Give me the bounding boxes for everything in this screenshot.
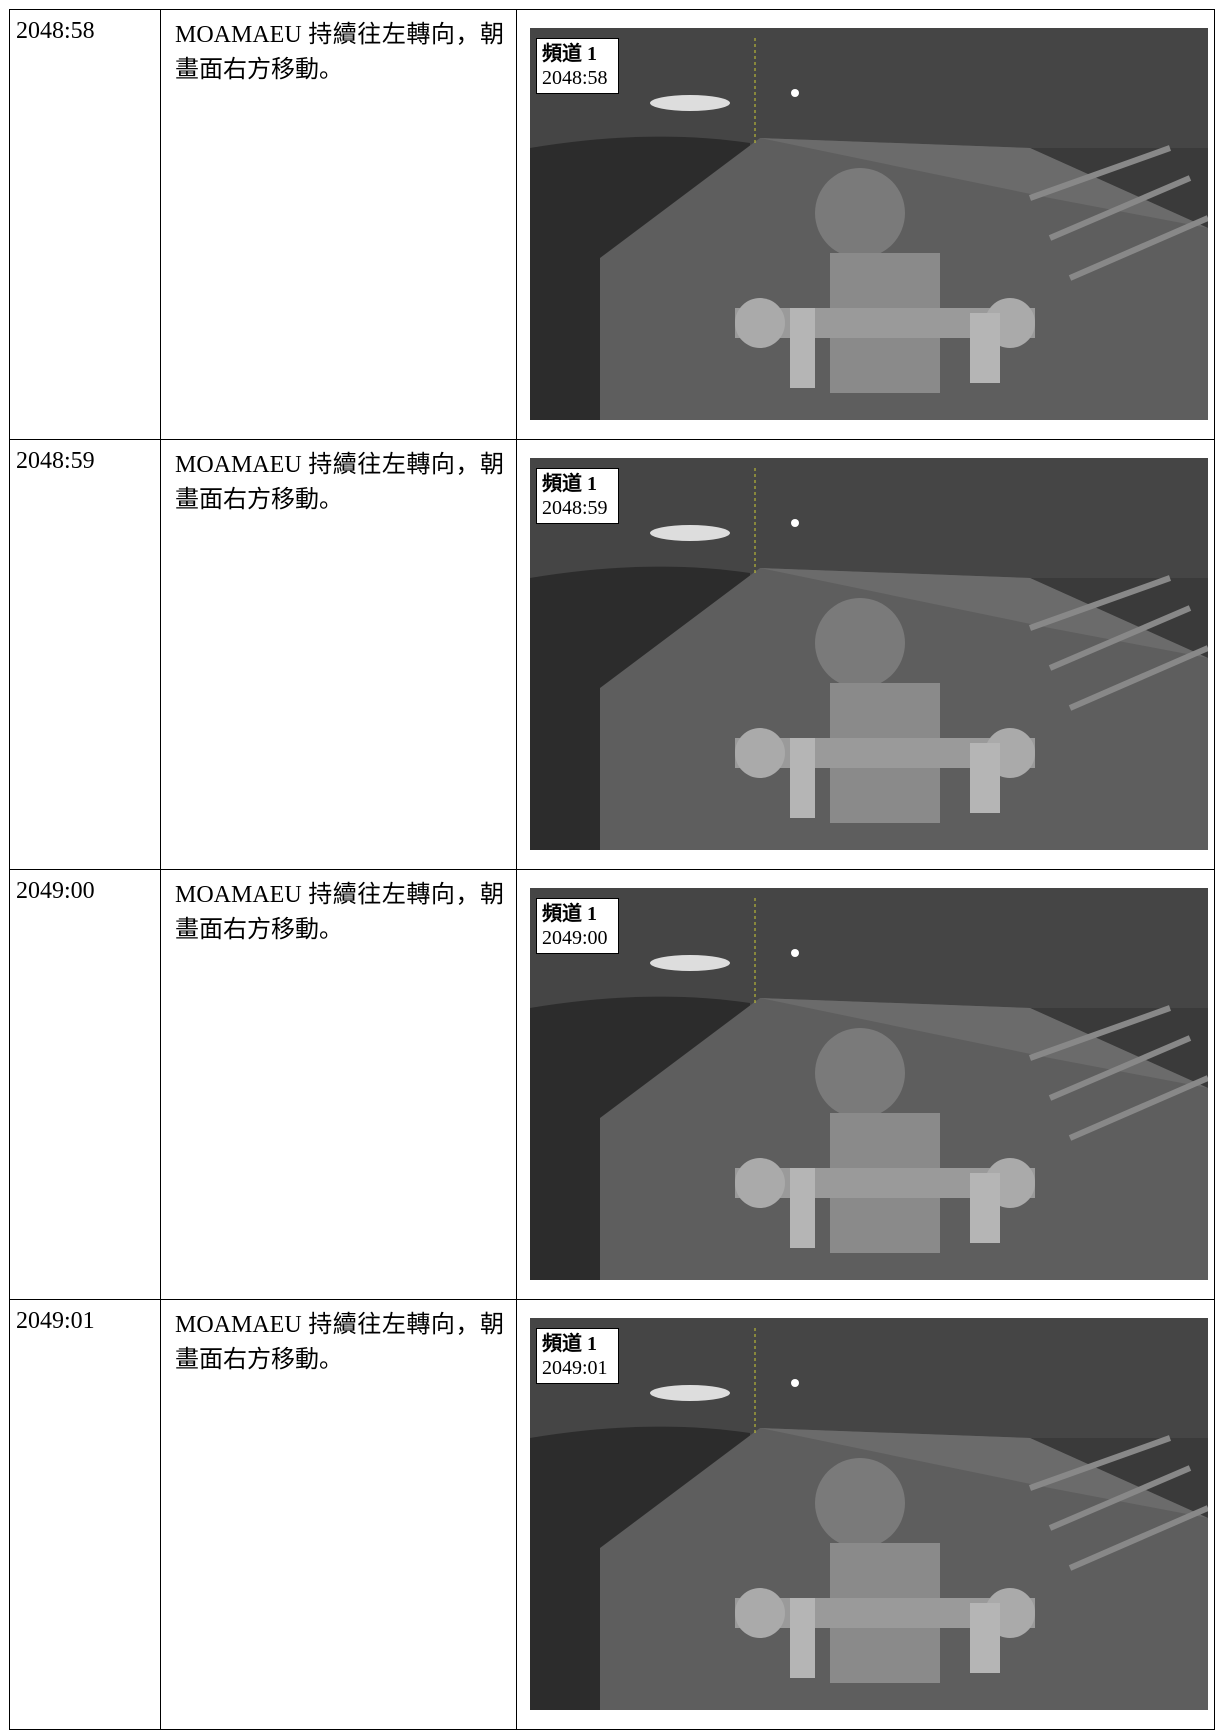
image-shape (790, 1168, 815, 1248)
time-cell: 2048:58 (9, 9, 161, 440)
image-shape (791, 89, 799, 97)
image-shape (970, 1603, 1000, 1673)
image-shape (760, 138, 1208, 228)
image-shape (650, 1385, 730, 1401)
table-row: 2048:59 MOAMAEU 持續往左轉向，朝畫面右方移動。 頻道 1 2048:5… (9, 439, 1215, 870)
cctv-frame: 頻道 1 2049:00 (530, 888, 1208, 1280)
overlay-timestamp: 2048:58 (542, 67, 608, 89)
image-shape (530, 458, 1208, 578)
image-shape (815, 598, 905, 688)
image-shape (530, 888, 1208, 1008)
cctv-frame: 頻道 1 2049:01 (530, 1318, 1208, 1710)
cctv-image (530, 458, 1208, 850)
image-cell: 頻道 1 2048:58 (516, 9, 1215, 440)
image-cell: 頻道 1 2048:59 (516, 439, 1215, 870)
image-shape (1028, 1435, 1208, 1571)
channel-label: 頻道 1 (542, 473, 597, 495)
image-shape (790, 1598, 815, 1678)
image-shape (790, 308, 815, 388)
channel-overlay: 頻道 1 2048:59 (536, 468, 619, 524)
description-cell: MOAMAEU 持續往左轉向，朝畫面右方移動。 (160, 9, 517, 440)
image-cell: 頻道 1 2049:00 (516, 869, 1215, 1300)
cctv-frame: 頻道 1 2048:59 (530, 458, 1208, 850)
cctv-image (530, 1318, 1208, 1710)
image-shape (650, 955, 730, 971)
channel-label: 頻道 1 (542, 903, 597, 925)
image-shape (735, 298, 785, 348)
cctv-image (530, 28, 1208, 420)
image-shape (1028, 575, 1208, 711)
time-cell: 2049:00 (9, 869, 161, 1300)
image-shape (735, 728, 785, 778)
image-shape (791, 519, 799, 527)
image-shape (760, 1428, 1208, 1518)
image-shape (1028, 145, 1208, 281)
image-shape (760, 568, 1208, 658)
image-shape (735, 1158, 785, 1208)
channel-label: 頻道 1 (542, 43, 597, 65)
overlay-timestamp: 2049:00 (542, 927, 608, 949)
overlay-timestamp: 2049:01 (542, 1357, 608, 1379)
time-cell: 2049:01 (9, 1299, 161, 1730)
overlay-timestamp: 2048:59 (542, 497, 608, 519)
description-cell: MOAMAEU 持續往左轉向，朝畫面右方移動。 (160, 869, 517, 1300)
image-shape (650, 525, 730, 541)
cctv-frame: 頻道 1 2048:58 (530, 28, 1208, 420)
description-cell: MOAMAEU 持續往左轉向，朝畫面右方移動。 (160, 1299, 517, 1730)
image-shape (791, 1379, 799, 1387)
image-shape (815, 1028, 905, 1118)
image-shape (815, 1458, 905, 1548)
image-shape (970, 1173, 1000, 1243)
table-row: 2049:00 MOAMAEU 持續往左轉向，朝畫面右方移動。 頻道 1 2049:0… (9, 869, 1215, 1300)
image-shape (735, 1588, 785, 1638)
channel-overlay: 頻道 1 2049:01 (536, 1328, 619, 1384)
image-shape (760, 998, 1208, 1088)
table-row: 2048:58 MOAMAEU 持續往左轉向，朝畫面右方移動。 頻道 1 2048:5… (9, 9, 1215, 440)
image-shape (791, 949, 799, 957)
image-shape (970, 313, 1000, 383)
description-cell: MOAMAEU 持續往左轉向，朝畫面右方移動。 (160, 439, 517, 870)
table-row: 2049:01 MOAMAEU 持續往左轉向，朝畫面右方移動。 頻道 1 2049:0… (9, 1299, 1215, 1730)
channel-overlay: 頻道 1 2048:58 (536, 38, 619, 94)
image-shape (1028, 1005, 1208, 1141)
image-shape (970, 743, 1000, 813)
image-shape (530, 1318, 1208, 1438)
image-shape (790, 738, 815, 818)
image-cell: 頻道 1 2049:01 (516, 1299, 1215, 1730)
time-cell: 2048:59 (9, 439, 161, 870)
image-shape (650, 95, 730, 111)
cctv-image (530, 888, 1208, 1280)
channel-label: 頻道 1 (542, 1333, 597, 1355)
image-shape (530, 28, 1208, 148)
image-shape (815, 168, 905, 258)
channel-overlay: 頻道 1 2049:00 (536, 898, 619, 954)
report-table: 2048:58 MOAMAEU 持續往左轉向，朝畫面右方移動。 頻道 1 2048:5… (9, 9, 1215, 1730)
